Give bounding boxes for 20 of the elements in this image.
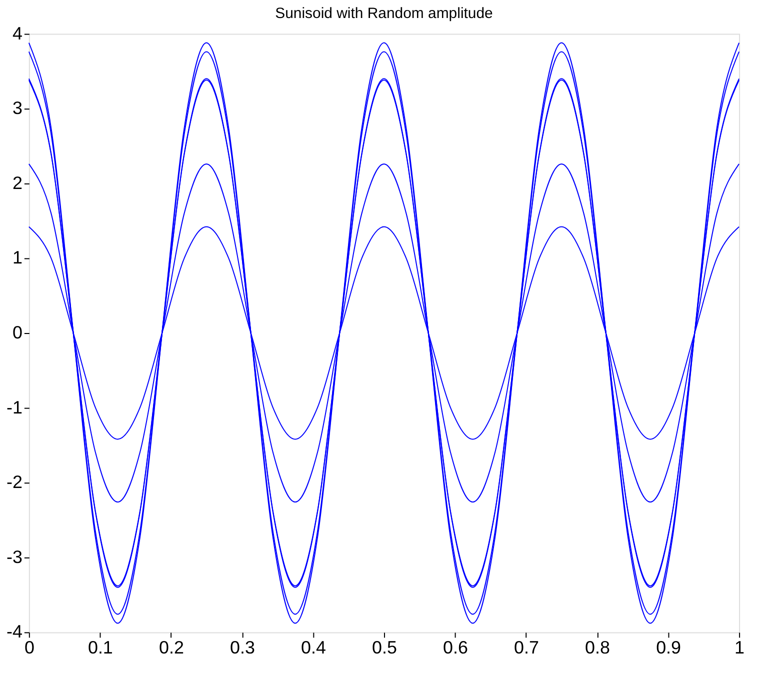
y-tick-label: -1 <box>6 397 22 418</box>
y-tick-label: -2 <box>6 472 22 492</box>
x-tick-label: 0.4 <box>301 638 326 658</box>
y-tick-label: 3 <box>12 98 22 118</box>
x-tick-label: 0.7 <box>514 638 539 658</box>
y-tick-label: -4 <box>6 622 22 642</box>
x-tick-label: 0.8 <box>585 638 610 658</box>
y-tick-label: 2 <box>12 172 22 193</box>
x-tick-label: 0.6 <box>443 638 468 658</box>
x-tick-label: 0.1 <box>88 638 113 658</box>
x-tick-label: 1 <box>734 638 745 658</box>
x-tick-label: 0.2 <box>158 638 184 658</box>
y-tick-label: 0 <box>12 322 22 342</box>
y-tick-label: -3 <box>6 546 22 567</box>
x-tick-label: 0.9 <box>656 638 682 658</box>
y-tick-label: 1 <box>12 248 22 268</box>
x-tick-label: 0.3 <box>230 638 255 658</box>
x-tick-label: 0.5 <box>372 638 397 658</box>
y-tick-label: 4 <box>12 23 22 44</box>
chart-title: Sunisoid with Random amplitude <box>275 4 493 22</box>
